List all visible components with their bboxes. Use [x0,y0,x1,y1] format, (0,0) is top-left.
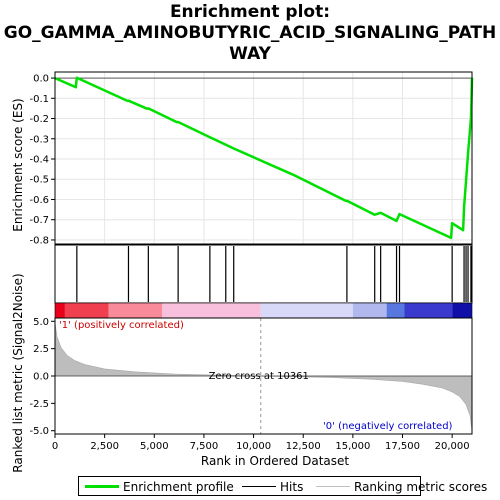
title-line-2: GO_GAMMA_AMINOBUTYRIC_ACID_SIGNALING_PAT… [3,23,497,43]
x-tick-label: 2,500 [90,441,119,452]
legend: Enrichment profile Hits Ranking metric s… [78,476,487,496]
heat-segment [108,303,163,318]
heat-segment [64,303,109,318]
legend-swatch-hits [242,486,276,487]
es-tick-label: -0.7 [29,215,49,226]
es-tick-label: -0.8 [29,235,49,246]
x-tick-label: 0 [52,441,58,452]
rank-frame-border [54,317,473,435]
title-line-3: WAY [229,44,271,64]
heat-segment [452,303,472,318]
heat-segment [260,303,353,318]
x-axis: 0 2,500 5,000 7,500 10,000 12,500 15,000 17,500… [52,434,470,452]
x-tick-label: 7,500 [190,441,219,452]
negative-label: '0' (negatively correlated) [323,421,452,432]
rank-tick-label: -2.5 [29,399,49,410]
legend-label-profile: Enrichment profile [123,480,234,494]
legend-swatch-profile [85,485,119,488]
rank-tick-label: -5.0 [29,426,49,437]
legend-label-ranking: Ranking metric scores [354,480,488,494]
x-tick-label: 12,500 [286,441,321,452]
heat-segment [162,303,261,318]
positive-label: '1' (positively correlated) [59,320,184,331]
rank-tick-label: 2.5 [33,344,49,355]
x-tick-label: 15,000 [335,441,370,452]
es-tick-label: -0.2 [29,114,49,125]
es-tick-label: -0.3 [29,134,49,145]
heat-segment [55,303,65,318]
x-tick-label: 5,000 [140,441,169,452]
es-tick-label: -0.6 [29,195,49,206]
heat-bar [54,302,473,319]
hits-panel [54,244,473,304]
es-profile-line [54,76,474,240]
es-tick-label: -0.5 [29,175,49,186]
heat-segment [386,303,405,318]
x-axis-label: Rank in Ordered Dataset [201,454,349,468]
rank-metric-area [54,322,473,431]
x-tick-label: 10,000 [236,441,271,452]
rank-tick-label: 5.0 [33,317,49,328]
x-tick-label: 20,000 [435,441,470,452]
es-tick-label: -0.1 [29,94,49,105]
es-frame-border [54,71,473,245]
es-ylabel: Enrichment score (ES) [11,98,25,231]
es-tick-label: -0.4 [29,155,49,166]
heat-segment [404,303,453,318]
heat-segment [352,303,387,318]
hits-frame [54,244,473,304]
x-tick-label: 17,500 [385,441,420,452]
es-panel: 0.0 -0.1 -0.2 -0.3 -0.4 -0.5 -0.6 -0.7 -0.8 [29,71,474,246]
legend-label-hits: Hits [280,480,304,494]
rank-ylabel: Ranked list metric (Signal2Noise) [11,273,25,472]
zero-cross-label: Zero cross at 10361 [209,371,309,382]
rank-tick-label: 0.0 [33,372,49,383]
legend-swatch-ranking [316,486,350,487]
plot-title: Enrichment plot: GO_GAMMA_AMINOBUTYRIC_A… [0,2,500,65]
es-tick-label: 0.0 [33,74,49,85]
title-line-1: Enrichment plot: [169,2,331,22]
rank-panel: 5.0 2.5 0.0 -2.5 -5.0 Zero cross at 10361 '1' … [29,317,473,437]
